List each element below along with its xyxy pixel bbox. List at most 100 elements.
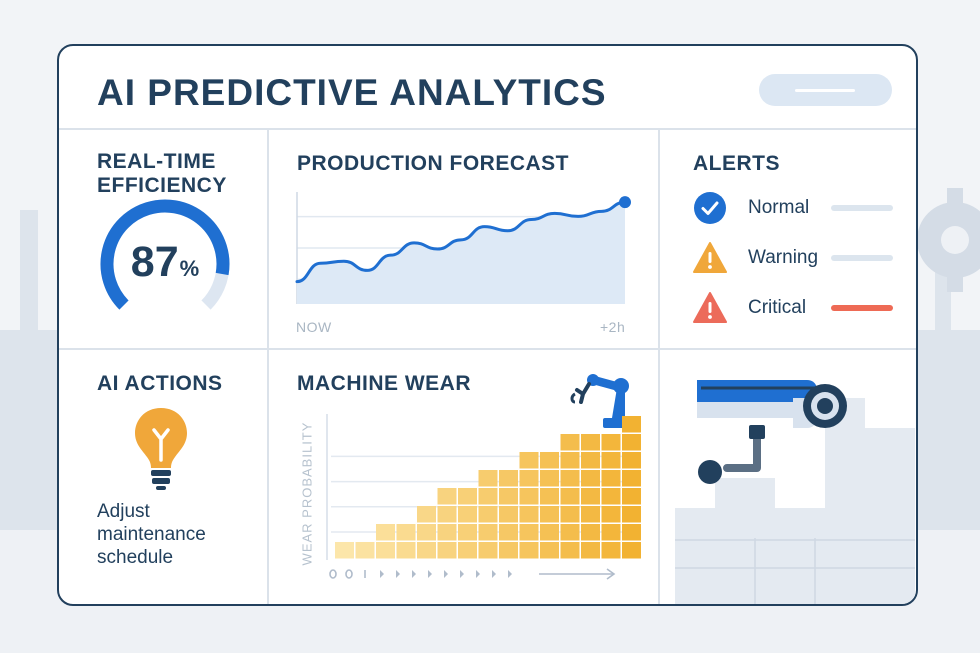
- wear-cell: [540, 506, 559, 523]
- header-divider: [59, 128, 916, 130]
- wear-cell: [478, 524, 498, 541]
- wear-cell: [437, 506, 457, 523]
- wear-bar-13: [581, 434, 600, 559]
- wear-cell: [622, 542, 641, 559]
- wear-cell: [540, 488, 559, 505]
- page-title: AI PREDICTIVE ANALYTICS: [97, 72, 607, 113]
- wear-bar-14: [601, 434, 621, 559]
- wear-cell: [560, 452, 580, 469]
- wear-bar-15: [622, 416, 641, 559]
- wear-cell: [478, 542, 498, 559]
- wear-cell: [519, 488, 539, 505]
- wear-cell: [417, 524, 436, 541]
- alert-normal[interactable]: Normal: [693, 191, 893, 225]
- wear-bar-5: [417, 506, 436, 559]
- column-divider-1: [267, 130, 269, 604]
- wear-cell: [560, 488, 580, 505]
- wear-cell: [622, 488, 641, 505]
- wear-cell: [540, 470, 559, 487]
- wear-bar-1: [335, 542, 354, 559]
- wear-cell: [437, 524, 457, 541]
- wear-cell: [355, 542, 375, 559]
- efficiency-title-line2: EFFICIENCY: [97, 174, 227, 197]
- ai-actions-title: AI ACTIONS: [97, 372, 223, 395]
- wear-cell: [458, 542, 477, 559]
- ai-action-text: Adjust maintenance schedule: [97, 500, 247, 569]
- ai-action-text-line2: maintenance: [97, 524, 206, 545]
- wear-cell: [376, 542, 395, 559]
- wear-cell: [540, 542, 559, 559]
- ai-action-text-line3: schedule: [97, 547, 174, 568]
- wear-cell: [458, 506, 477, 523]
- header-search-pill[interactable]: [759, 74, 892, 106]
- wear-cell: [581, 434, 600, 451]
- wear-cell: [581, 506, 600, 523]
- alert-normal-label: Normal: [748, 197, 810, 218]
- efficiency-unit: %: [179, 256, 200, 281]
- machine-wear-chart: [326, 414, 641, 560]
- alert-warning[interactable]: Warning: [693, 241, 893, 275]
- forecast-x-end: +2h: [600, 319, 626, 335]
- alert-critical[interactable]: Critical: [693, 291, 893, 325]
- wear-cell: [396, 542, 416, 559]
- wear-bar-9: [499, 470, 518, 559]
- wear-cell: [622, 452, 641, 469]
- wear-cell: [601, 488, 621, 505]
- wear-bar-10: [519, 452, 539, 559]
- machine-wear-title: MACHINE WEAR: [297, 372, 471, 395]
- wear-cell: [437, 542, 457, 559]
- security-camera-icon: [697, 380, 847, 484]
- wear-cell: [417, 542, 436, 559]
- wear-cell: [335, 542, 354, 559]
- forecast-x-start: NOW: [296, 319, 332, 335]
- wear-cell: [499, 488, 518, 505]
- lightbulb-icon: [135, 408, 187, 490]
- wear-x-axis: [329, 568, 616, 580]
- wear-bar-6: [437, 488, 457, 559]
- wear-cell: [396, 524, 416, 541]
- alert-warning-bar: [831, 255, 893, 261]
- alert-critical-label: Critical: [748, 297, 807, 318]
- wear-cell: [560, 470, 580, 487]
- check-circle-icon: [694, 192, 726, 224]
- wear-bar-3: [376, 524, 395, 559]
- wear-cell: [376, 524, 395, 541]
- wear-cell: [622, 524, 641, 541]
- forecast-line: [295, 200, 627, 284]
- wear-cell: [478, 470, 498, 487]
- wear-bar-7: [458, 488, 477, 559]
- row-divider: [59, 348, 916, 350]
- wear-bar-2: [355, 542, 375, 559]
- wear-cell: [458, 524, 477, 541]
- wear-bar-11: [540, 452, 559, 559]
- forecast-chart: [295, 192, 631, 304]
- wear-bar-8: [478, 470, 498, 559]
- forecast-title: PRODUCTION FORECAST: [297, 152, 569, 175]
- wear-bar-12: [560, 434, 580, 559]
- wear-cell: [622, 434, 641, 451]
- wear-cell: [601, 434, 621, 451]
- wear-cell: [519, 542, 539, 559]
- wear-cell: [499, 506, 518, 523]
- wear-cell: [601, 470, 621, 487]
- wear-cell: [499, 524, 518, 541]
- wear-cell: [478, 506, 498, 523]
- wear-cell: [519, 524, 539, 541]
- wear-cell: [622, 470, 641, 487]
- wear-bar-4: [396, 524, 416, 559]
- wear-cell: [581, 524, 600, 541]
- wear-cell: [499, 542, 518, 559]
- wear-cell: [560, 434, 580, 451]
- wear-cell: [622, 506, 641, 523]
- security-camera-card: [675, 380, 915, 604]
- wear-cell: [601, 524, 621, 541]
- alert-warning-label: Warning: [748, 247, 819, 268]
- efficiency-number: 87: [130, 238, 179, 286]
- forecast-area: [297, 202, 625, 304]
- wear-cell: [478, 488, 498, 505]
- wear-cell: [581, 488, 600, 505]
- wear-cell: [601, 506, 621, 523]
- wear-cell: [437, 488, 457, 505]
- wear-cell: [560, 506, 580, 523]
- efficiency-value: 87%: [95, 237, 235, 294]
